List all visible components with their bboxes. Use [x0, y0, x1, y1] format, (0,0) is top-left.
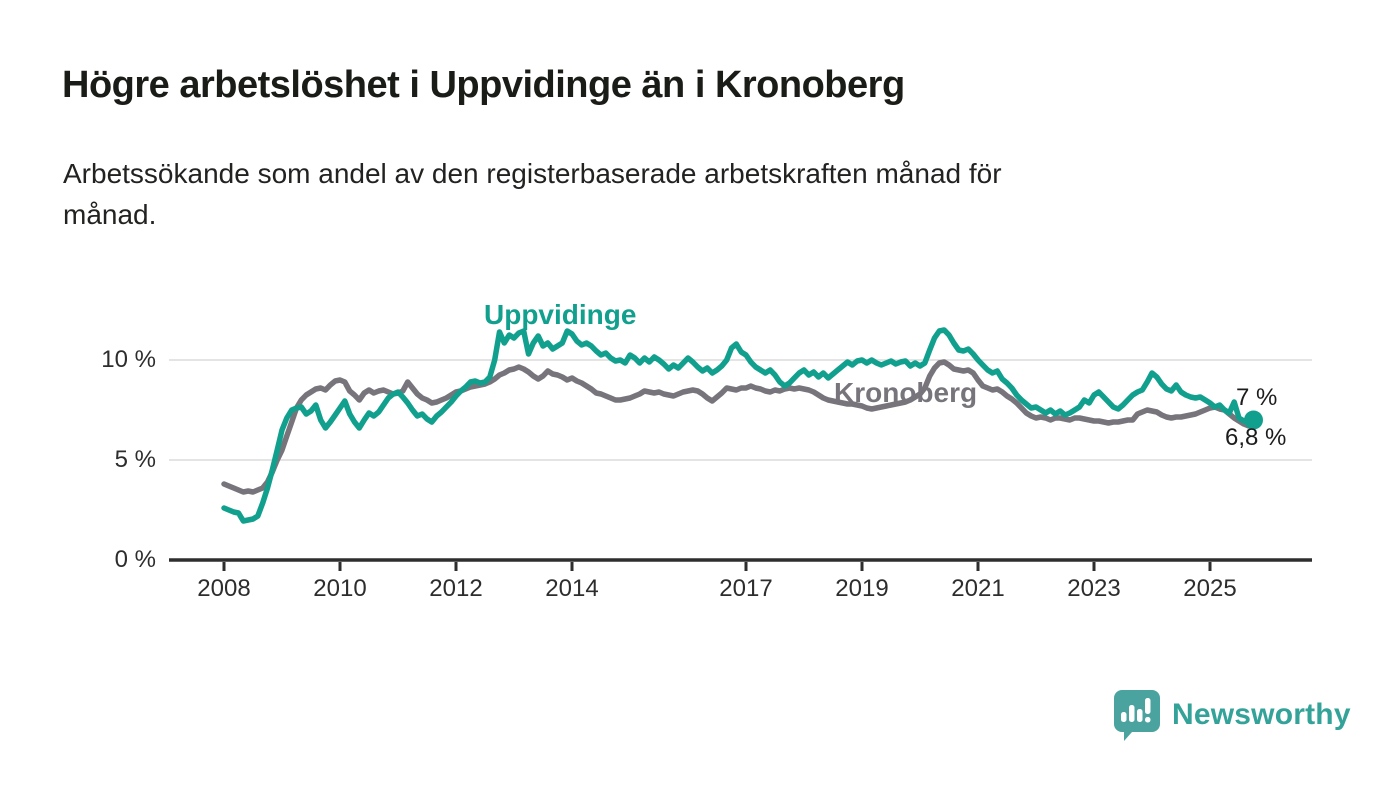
series-line-uppvidinge	[221, 327, 1257, 524]
x-tick-label-2017: 2017	[719, 575, 773, 602]
exclamation-stem	[1145, 698, 1151, 714]
bar-2	[1129, 705, 1135, 722]
subtitle-line-1: Arbetssökande som andel av den registerb…	[63, 158, 1002, 189]
y-tick-label-10: 10 %	[101, 346, 156, 373]
y-tick-label-0: 0 %	[114, 546, 156, 573]
page-title: Högre arbetslöshet i Uppvidinge än i Kro…	[62, 64, 905, 106]
x-tick-label-2023: 2023	[1067, 575, 1121, 602]
end-value-label-uppvidinge: 7 %	[1236, 384, 1278, 411]
end-dot-uppvidinge	[1244, 410, 1263, 430]
x-tick-label-2008: 2008	[197, 575, 251, 602]
series-line-kronoberg	[221, 359, 1257, 495]
series-label-kronoberg: Kronoberg	[834, 377, 978, 408]
x-tick-label-2019: 2019	[835, 575, 889, 602]
bar-3	[1137, 709, 1143, 722]
x-tick-label-2025: 2025	[1183, 575, 1237, 602]
end-value-label-kronoberg: 6,8 %	[1225, 424, 1287, 451]
newsworthy-wordmark: Newsworthy	[1172, 698, 1351, 731]
series-label-uppvidinge: Uppvidinge	[484, 299, 637, 330]
x-tick-label-2012: 2012	[429, 575, 483, 602]
exclamation-dot	[1145, 717, 1151, 723]
newsworthy-logo-icon	[1114, 690, 1160, 741]
newsworthy-logo: Newsworthy	[1112, 688, 1351, 742]
x-tick-label-2014: 2014	[545, 575, 599, 602]
y-tick-label-5: 5 %	[114, 446, 156, 473]
subtitle-line-2: månad.	[63, 199, 157, 230]
bar-1	[1121, 712, 1127, 722]
x-tick-label-2010: 2010	[313, 575, 367, 602]
x-tick-label-2021: 2021	[951, 575, 1005, 602]
